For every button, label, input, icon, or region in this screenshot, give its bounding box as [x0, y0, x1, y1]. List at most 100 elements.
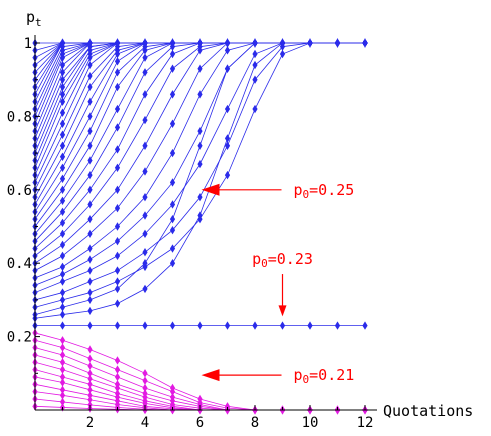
- annotation-layer: p0=0.25 p0=0.23 p0=0.21: [201, 181, 354, 386]
- upper-series-line-point: [142, 68, 148, 77]
- upper-series-line-point: [142, 247, 148, 257]
- upper-series-line-point: [142, 53, 148, 62]
- upper-series-line-point: [59, 68, 66, 77]
- upper-series-line-point: [87, 277, 93, 286]
- upper-series-line-point: [59, 60, 66, 70]
- upper-series-line-point: [87, 185, 93, 194]
- annotation-arrow-head: [201, 183, 220, 196]
- upper-series-line-point: [59, 288, 66, 297]
- upper-series-line-point: [114, 82, 121, 92]
- upper-series-line-point: [59, 75, 66, 84]
- x-tick-label: 12: [357, 415, 374, 431]
- upper-series-line-point: [59, 310, 66, 319]
- upper-series-line-point: [279, 49, 286, 59]
- upper-series-line-point: [59, 97, 66, 106]
- upper-series-line-point: [87, 170, 93, 180]
- threshold-series-line-point: [114, 321, 121, 330]
- upper-series-line-point: [87, 295, 93, 305]
- upper-series-line-point: [169, 42, 176, 51]
- upper-series-line: [34, 42, 365, 301]
- y-tick-label: 0.8: [7, 109, 32, 125]
- threshold-series-line-point: [169, 321, 176, 330]
- upper-series-line-point: [59, 207, 66, 217]
- upper-series-line-point: [114, 123, 121, 132]
- upper-series-line-point: [224, 104, 231, 114]
- upper-series-line-point: [59, 270, 66, 279]
- x-tick-label: 10: [302, 415, 319, 431]
- upper-series-line-point: [114, 145, 121, 154]
- upper-series-line-point: [197, 126, 203, 136]
- upper-series-line-point: [142, 141, 148, 150]
- upper-series-line-point: [142, 46, 148, 55]
- upper-series-line-point: [87, 53, 93, 62]
- threshold-series-line-point: [59, 321, 66, 330]
- threshold-series-line-point: [197, 321, 203, 330]
- upper-series-line-point: [169, 119, 176, 128]
- upper-series-line-point: [169, 64, 176, 73]
- lower-series-line-point: [87, 361, 93, 371]
- upper-series-line-point: [224, 141, 231, 150]
- threshold-series-line-point: [279, 321, 286, 330]
- upper-series-line: [34, 42, 365, 308]
- threshold-series-line-point: [334, 321, 341, 330]
- upper-series-line-point: [87, 141, 93, 150]
- upper-series-line-point: [307, 38, 313, 48]
- upper-series-line-point: [252, 49, 258, 59]
- upper-series-line-point: [142, 90, 148, 99]
- lower-series-line-point: [59, 336, 66, 345]
- annotation: p0=0.25: [201, 181, 354, 201]
- upper-series-line-point: [252, 75, 258, 84]
- x-tick-label: 8: [251, 415, 259, 431]
- lower-series-line-point: [87, 385, 93, 395]
- upper-series-line-point: [142, 167, 148, 176]
- upper-series-line: [34, 42, 365, 315]
- upper-series-line-point: [142, 211, 148, 220]
- upper-series-line-point: [252, 60, 258, 70]
- lower-series-line-point: [87, 380, 93, 389]
- upper-series-line-point: [59, 82, 66, 92]
- lower-series-line-point: [59, 391, 66, 400]
- annotation-label: p0=0.23: [252, 250, 313, 270]
- upper-series-line-point: [87, 71, 93, 81]
- upper-series-line-point: [59, 152, 66, 161]
- threshold-series-line-point: [142, 321, 148, 330]
- upper-series-line-point: [114, 277, 121, 286]
- x-tick-label: 2: [86, 415, 94, 431]
- threshold-series-line-point: [252, 321, 258, 330]
- upper-series-line-point: [142, 192, 148, 202]
- upper-series-line-point: [169, 244, 176, 253]
- lower-series-line-point: [59, 385, 66, 395]
- annotation-arrow-head: [278, 305, 287, 317]
- threshold-series-line-point: [362, 321, 368, 330]
- lower-series-line-point: [59, 378, 66, 387]
- upper-series-line-point: [87, 229, 93, 239]
- upper-series-line-point: [334, 38, 341, 48]
- upper-series-line-point: [59, 240, 66, 250]
- y-axis-title: pt: [26, 8, 42, 29]
- upper-series-line-point: [114, 266, 121, 275]
- upper-series-line-point: [114, 251, 121, 261]
- x-tick-label: 4: [141, 415, 149, 431]
- lower-series-line-point: [114, 365, 121, 374]
- upper-series-line-point: [114, 185, 121, 194]
- upper-series-line-point: [114, 57, 121, 66]
- upper-series-line-point: [114, 163, 121, 172]
- upper-series-line-point: [197, 90, 203, 99]
- upper-series-line-point: [59, 130, 66, 139]
- upper-series-line-point: [59, 141, 66, 150]
- upper-series-line-point: [59, 303, 66, 312]
- upper-series-line-point: [197, 192, 203, 202]
- x-tick-label: 6: [196, 415, 204, 431]
- lower-series-line-point: [59, 350, 66, 360]
- upper-series-line-point: [87, 244, 93, 253]
- lower-series-line-point: [114, 356, 121, 365]
- upper-series-line-point: [169, 49, 176, 59]
- upper-series-line-point: [224, 134, 231, 143]
- y-tick-label: 0.6: [7, 183, 32, 199]
- upper-series-line-point: [224, 46, 231, 55]
- upper-series-line-point: [114, 299, 121, 308]
- upper-series-line-point: [59, 163, 66, 172]
- upper-series-line-point: [252, 38, 258, 48]
- y-tick-label: 1: [24, 36, 32, 52]
